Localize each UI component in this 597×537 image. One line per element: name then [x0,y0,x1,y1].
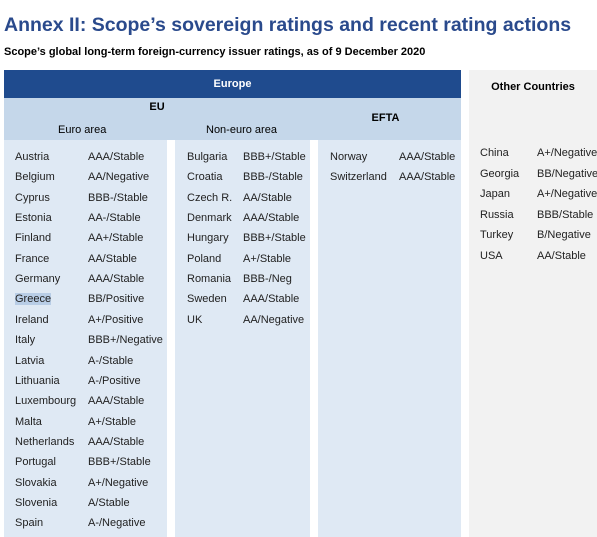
rating-value: A/Stable [88,496,130,509]
rating-value: AAA/Stable [243,293,300,306]
other-countries-header: Other Countries [491,81,575,93]
non-euro-area-panel [175,140,310,537]
country-name: Latvia [15,354,45,367]
rating-value: AAA/Stable [88,435,145,448]
country-name: Spain [15,517,44,530]
country-name: Finland [15,232,52,245]
rating-value: A+/Positive [88,313,144,326]
rating-value: BBB+/Stable [243,232,306,245]
rating-value: A+/Negative [537,188,597,200]
rating-value: AA/Negative [88,171,150,184]
country-name: Romania [187,273,232,286]
country-name: Austria [15,151,50,163]
rating-value: BBB+/Negative [88,334,163,347]
rating-value: BBB+/Stable [88,456,151,469]
country-name: Italy [15,334,36,347]
efta-header: EFTA [310,98,461,140]
country-name: Ireland [15,313,49,326]
rating-value: AA/Stable [537,249,586,262]
country-name: UK [187,313,203,326]
country-name: Georgia [480,167,520,180]
country-name: Luxembourg [15,395,77,408]
country-name: Turkey [480,229,514,241]
rating-value: AA-/Stable [88,212,141,225]
country-name: Lithuania [15,374,60,387]
rating-value: AAA/Stable [88,151,145,163]
country-name: Malta [15,415,42,428]
rating-value: AA/Stable [243,191,292,204]
country-name: Germany [15,273,61,286]
country-name: Netherlands [15,435,75,448]
country-name: Switzerland [330,171,387,184]
rating-value: A+/Stable [243,252,292,265]
country-name: Slovakia [15,476,57,489]
rating-value: BB/Positive [88,293,145,306]
rating-value: AA/Negative [243,313,305,326]
rating-value: AA+/Stable [88,232,144,245]
country-name: Estonia [15,212,52,225]
non-euro-area-label: Non-euro area [206,124,277,136]
eu-header: EU Euro area Non-euro area [4,98,310,140]
rating-value: A-/Positive [88,374,141,387]
country-name: Denmark [187,212,232,225]
country-name: Cyprus [15,191,50,204]
rating-value: A-/Stable [88,354,134,367]
rating-value: AA/Stable [88,252,137,265]
country-name: Russia [480,208,514,221]
rating-value: A+/Negative [88,476,149,489]
rating-value: BBB-/Stable [243,171,303,184]
euro-area-label: Euro area [58,124,107,136]
rating-value: A+/Negative [537,147,597,159]
rating-value: AAA/Stable [88,395,145,408]
country-name: Hungary [187,232,229,245]
rating-value: AAA/Stable [243,212,300,225]
country-name: Slovenia [15,496,58,509]
country-name: Belgium [15,171,55,184]
page-title: Annex II: Scope’s sovereign ratings and … [4,14,572,36]
rating-value: BBB+/Stable [243,151,306,163]
rating-value: BB/Negative [537,167,597,180]
country-name: Norway [330,151,368,163]
country-name: Czech R. [187,191,233,204]
eu-title: EU [149,101,165,113]
rating-value: BBB-/Neg [243,273,292,286]
rating-value: A+/Stable [88,415,137,428]
country-name: Croatia [187,171,223,184]
country-name: Portugal [15,456,56,469]
rating-value: AAA/Stable [399,171,456,184]
country-name: France [15,252,50,265]
other-countries-column [469,70,597,537]
rating-value: AAA/Stable [88,273,145,286]
country-name: Japan [480,188,510,200]
country-name: Bulgaria [187,151,228,163]
rating-value: AAA/Stable [399,151,456,163]
rating-value: BBB-/Stable [88,191,148,204]
rating-value: B/Negative [537,229,591,241]
country-name: Sweden [187,293,227,306]
efta-panel [318,140,461,537]
rating-value: BBB/Stable [537,208,594,221]
country-name: Greece [15,293,52,306]
country-name: USA [480,249,503,262]
page-subtitle: Scope’s global long-term foreign-currenc… [4,46,426,58]
europe-header: Europe [4,70,461,98]
country-name: China [480,147,509,159]
euro-area-panel [4,140,167,537]
country-name: Poland [187,252,222,265]
rating-value: A-/Negative [88,517,146,530]
